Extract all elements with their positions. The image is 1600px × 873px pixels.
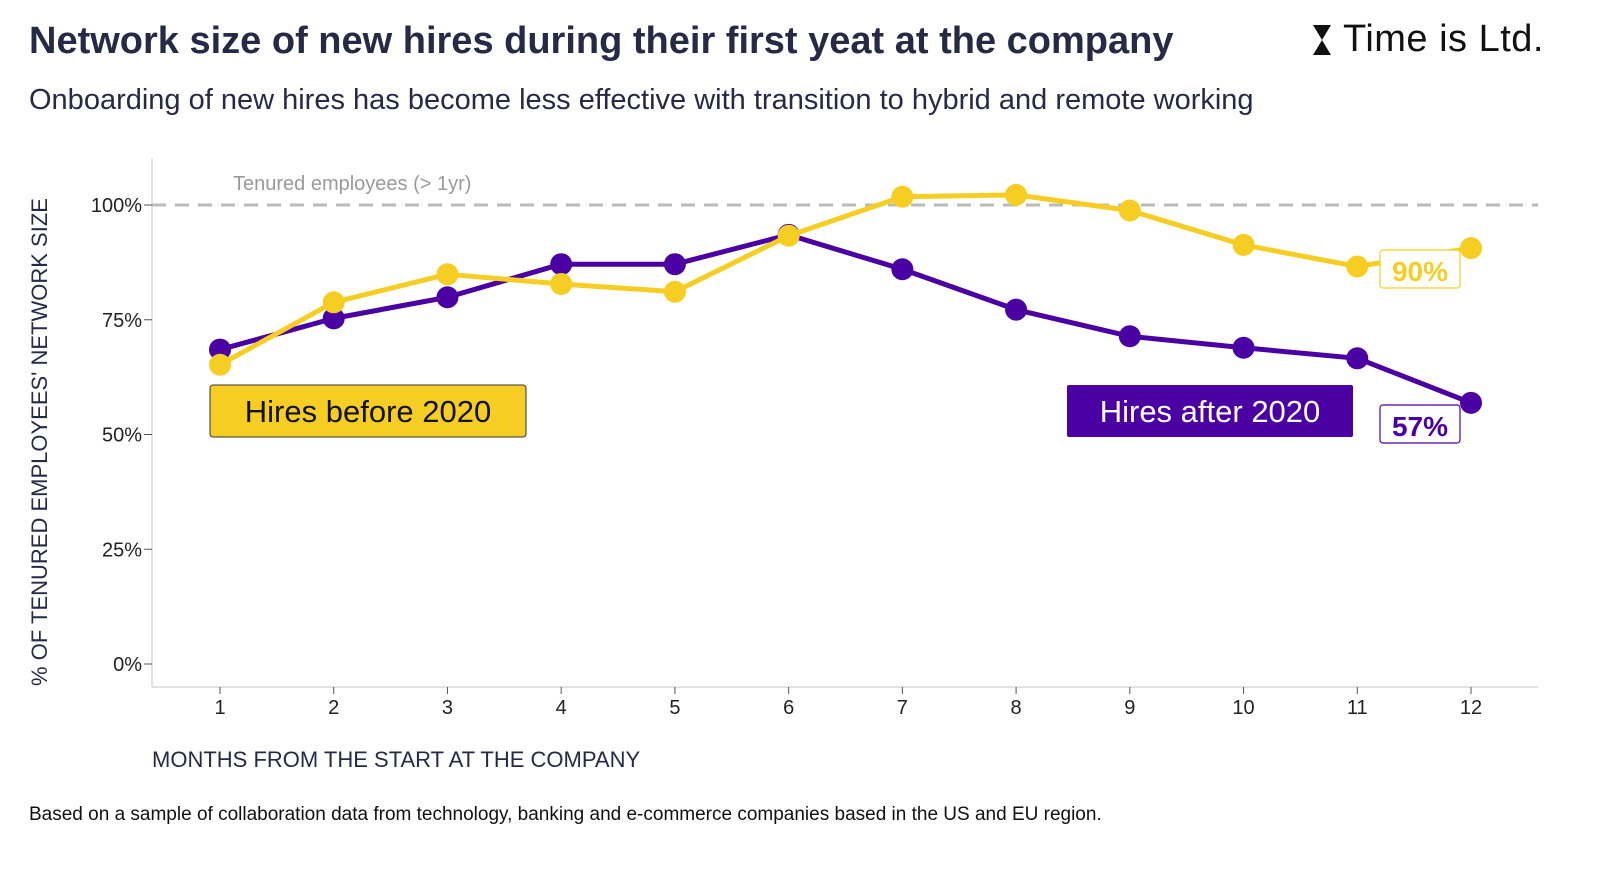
x-tick-label: 6 <box>783 697 794 719</box>
x-tick-label: 12 <box>1460 697 1482 719</box>
legend-label-hires-before-2020: Hires before 2020 <box>245 394 491 429</box>
x-tick-label: 2 <box>328 697 339 719</box>
data-point-hires-after-2020 <box>209 338 231 361</box>
x-axis-title: MONTHS FROM THE START AT THE COMPANY <box>152 747 640 772</box>
x-tick-label: 3 <box>442 697 453 719</box>
data-point-hires-before-2020 <box>550 272 573 295</box>
data-point-hires-before-2020 <box>777 224 800 247</box>
data-point-hires-after-2020 <box>550 253 573 276</box>
y-axis-title: % OF TENURED EMPLOYEES' NETWORK SIZE <box>27 198 52 686</box>
footnote: Based on a sample of collaboration data … <box>29 804 1102 825</box>
data-point-hires-before-2020 <box>663 280 686 303</box>
x-tick-label: 8 <box>1011 697 1022 719</box>
x-tick-label: 4 <box>556 697 567 719</box>
x-tick-label: 1 <box>214 697 225 719</box>
hourglass-icon <box>1313 24 1332 55</box>
y-tick-label: 75% <box>102 310 142 332</box>
series-line-hires-after-2020 <box>217 232 1474 406</box>
y-tick-label: 25% <box>102 539 142 561</box>
data-point-hires-after-2020 <box>1346 347 1369 370</box>
data-point-hires-after-2020 <box>322 307 345 330</box>
x-tick-label: 9 <box>1124 697 1135 719</box>
x-tick-label: 11 <box>1347 697 1368 719</box>
data-point-hires-before-2020 <box>1346 255 1369 278</box>
end-label-hires-after-2020: 57% <box>1392 411 1448 442</box>
y-tick-label: 0% <box>113 654 142 676</box>
x-tick-label: 5 <box>669 697 680 719</box>
end-label-box-hires-after-2020 <box>1379 404 1461 444</box>
company-logo: Time is Ltd. <box>1311 18 1544 61</box>
data-point-hires-after-2020 <box>1005 298 1028 321</box>
chart-subtitle: Onboarding of new hires has become less … <box>29 84 1254 116</box>
data-point-hires-after-2020 <box>1460 391 1482 414</box>
x-tick-label: 10 <box>1232 697 1254 719</box>
y-tick-label: 50% <box>102 425 142 447</box>
series-line-hires-before-2020 <box>217 192 1474 368</box>
data-point-hires-before-2020 <box>436 263 459 286</box>
data-point-hires-before-2020 <box>1460 237 1482 260</box>
data-point-hires-after-2020 <box>1232 336 1255 359</box>
data-point-hires-before-2020 <box>322 291 345 314</box>
x-tick-label: 7 <box>897 697 908 719</box>
legend-box-hires-before-2020 <box>209 384 527 438</box>
data-point-hires-after-2020 <box>663 253 686 276</box>
legend-box-hires-after-2020 <box>1067 385 1353 437</box>
data-point-hires-after-2020 <box>436 286 459 309</box>
data-point-hires-before-2020 <box>1232 233 1255 256</box>
data-point-hires-before-2020 <box>209 353 231 376</box>
data-point-hires-before-2020 <box>1005 183 1028 206</box>
data-point-hires-before-2020 <box>891 185 914 208</box>
legend-label-hires-after-2020: Hires after 2020 <box>1100 394 1321 429</box>
end-label-hires-before-2020: 90% <box>1392 256 1448 287</box>
logo-text: Time is Ltd. <box>1343 18 1544 60</box>
y-tick-label: 100% <box>91 195 142 217</box>
data-point-hires-after-2020 <box>1118 325 1141 348</box>
reference-line-label: Tenured employees (> 1yr) <box>233 173 471 195</box>
data-point-hires-after-2020 <box>891 258 914 281</box>
data-point-hires-before-2020 <box>1118 199 1141 222</box>
chart-title: Network size of new hires during their f… <box>29 20 1174 62</box>
end-label-box-hires-before-2020 <box>1379 249 1461 289</box>
